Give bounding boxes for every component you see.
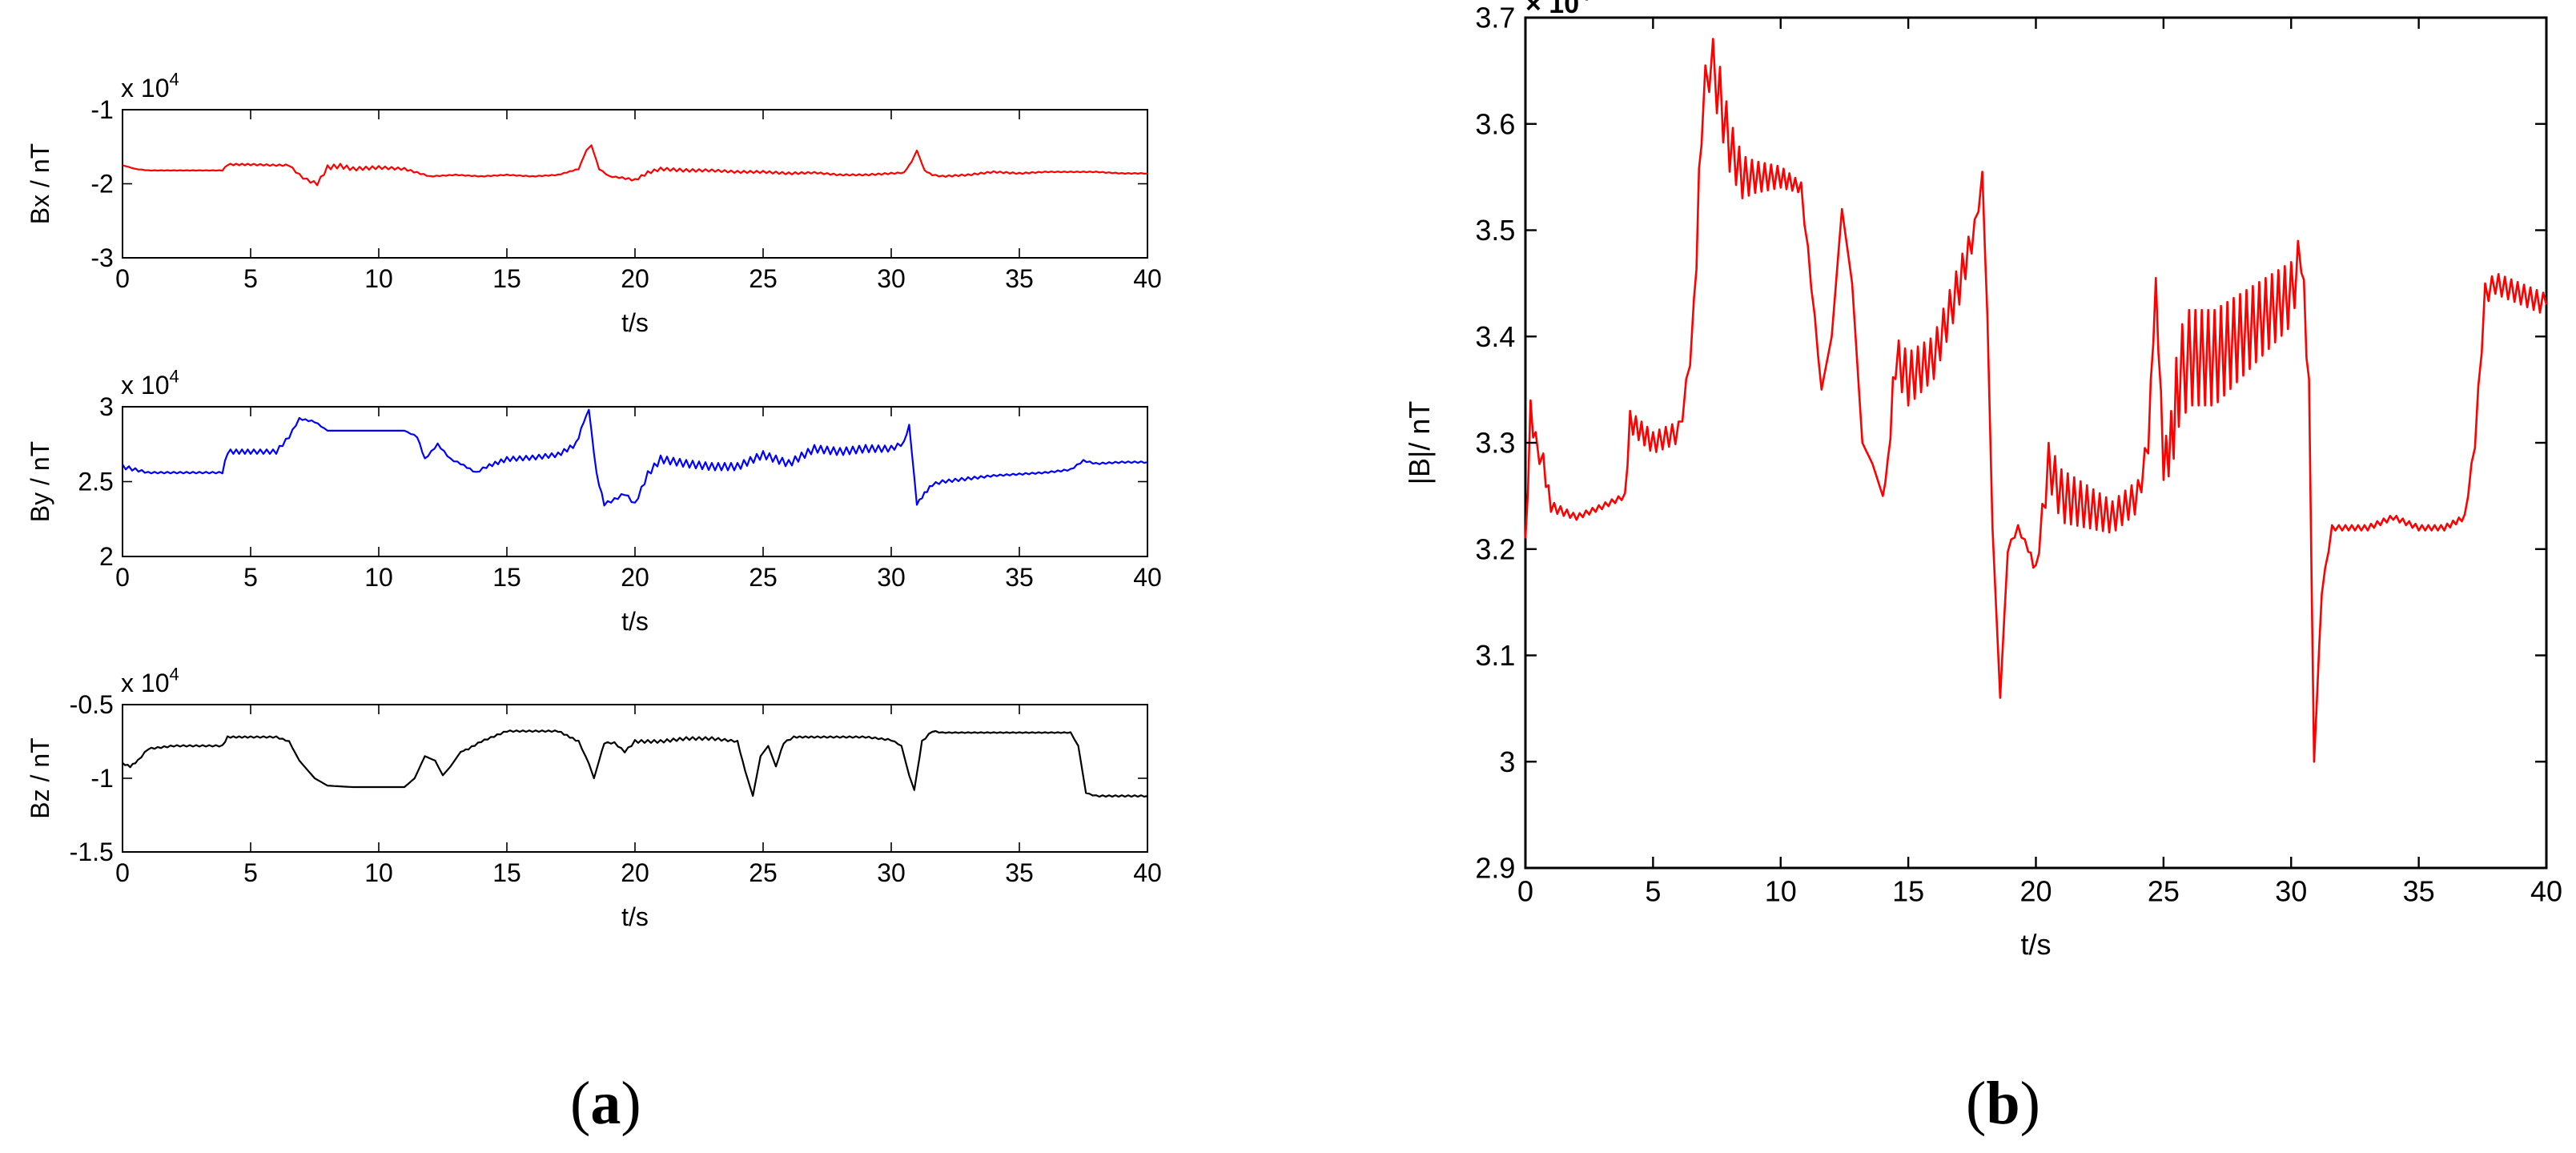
x-tick-label-bz: 25	[749, 858, 778, 887]
plot-frame-bmag	[1524, 16, 2548, 870]
panel-label-b: (b)	[1966, 1070, 2040, 1137]
y-tick-label-by: 2.5	[78, 468, 113, 496]
x-tick-label-bmag: 5	[1645, 874, 1661, 907]
x-tick-label-bz: 0	[115, 858, 130, 887]
axis-multiplier-bmag: × 104	[1525, 0, 1590, 19]
plot-frame-by	[122, 406, 1148, 557]
series-line-bz	[122, 729, 1148, 798]
chart-bmag: 0 5 10 15 20 25 30 35 40 2.9 3 3.1 3.2 3.3 3.4 3.5 3.6 3.…	[1403, 0, 2562, 961]
x-tick-label-bmag: 10	[1765, 874, 1797, 907]
y-axis-label-bmag: |B|/ nT	[1403, 401, 1436, 485]
y-axis-label-bx: Bx / nT	[26, 143, 54, 224]
x-tick-label-bx: 10	[364, 264, 393, 293]
y-tick-label-bx: -1	[90, 95, 113, 124]
x-tick-label-by: 20	[621, 563, 649, 592]
x-tick-label-by: 0	[115, 563, 130, 592]
x-tick-label-by: 10	[364, 563, 393, 592]
x-tick-label-bmag: 15	[1892, 874, 1924, 907]
series-line-bmag	[1524, 38, 2548, 763]
y-tick-label-bmag: 3	[1499, 745, 1515, 778]
y-tick-label-bmag: 3.4	[1475, 320, 1515, 353]
x-tick-label-bz: 35	[1005, 858, 1034, 887]
panel-label-b-letter: b	[1986, 1070, 2020, 1137]
y-tick-label-bmag: 3.3	[1475, 427, 1515, 460]
x-tick-label-by: 40	[1133, 563, 1162, 592]
axis-multiplier-bz: x 104	[121, 665, 179, 697]
x-tick-label-bx: 40	[1133, 264, 1162, 293]
y-axis-label-bz: Bz / nT	[26, 737, 54, 818]
x-tick-label-bx: 15	[492, 264, 521, 293]
axis-multiplier-bx: x 104	[121, 70, 179, 102]
x-tick-label-bmag: 20	[2019, 874, 2052, 907]
x-axis-label-bx: t/s	[621, 308, 649, 337]
x-tick-label-bz: 15	[492, 858, 521, 887]
x-tick-label-bmag: 40	[2530, 874, 2562, 907]
chart-bx: 0 5 10 15 20 25 30 35 40 -3 -2 -1 t/s Bx / nT x 104	[26, 70, 1162, 337]
series-line-by	[122, 408, 1148, 507]
x-axis-label-by: t/s	[621, 607, 649, 636]
x-tick-label-bx: 5	[243, 264, 258, 293]
x-tick-label-bz: 40	[1133, 858, 1162, 887]
series-line-bx	[122, 144, 1148, 187]
y-axis-label-by: By / nT	[26, 441, 54, 522]
y-tick-label-bmag: 3.5	[1475, 214, 1515, 247]
y-tick-label-bx: -3	[90, 243, 113, 272]
x-tick-label-bx: 20	[621, 264, 649, 293]
y-tick-label-by: 3	[99, 392, 114, 421]
plot-frame-bz	[122, 704, 1148, 853]
x-tick-label-bmag: 25	[2148, 874, 2180, 907]
x-tick-label-bx: 30	[877, 264, 906, 293]
chart-by: 0 5 10 15 20 25 30 35 40 2 2.5 3 t/s By / nT x 104	[26, 367, 1162, 636]
y-tick-label-bmag: 3.1	[1475, 639, 1515, 672]
x-tick-label-by: 35	[1005, 563, 1034, 592]
x-tick-label-bx: 0	[115, 264, 130, 293]
x-tick-label-bmag: 30	[2275, 874, 2307, 907]
y-tick-label-bx: -2	[90, 170, 113, 199]
x-tick-label-bx: 25	[749, 264, 778, 293]
x-tick-label-bz: 10	[364, 858, 393, 887]
x-axis-label-bz: t/s	[621, 902, 649, 931]
x-tick-label-bx: 35	[1005, 264, 1034, 293]
x-tick-label-bmag: 35	[2403, 874, 2435, 907]
plot-frame-bx	[122, 109, 1148, 259]
x-tick-label-by: 30	[877, 563, 906, 592]
x-axis-label-bmag: t/s	[2020, 928, 2051, 961]
panel-label-a-letter: a	[590, 1070, 621, 1137]
y-tick-label-by: 2	[99, 542, 114, 571]
axis-multiplier-by: x 104	[121, 367, 179, 400]
x-tick-label-bz: 5	[243, 858, 258, 887]
y-tick-label-bz: -0.5	[70, 690, 114, 719]
chart-bz: 0 5 10 15 20 25 30 35 40 -1.5 -1 -0.5 t/s Bz / nT x 10…	[26, 665, 1162, 931]
y-tick-label-bz: -1.5	[70, 838, 114, 866]
x-tick-label-bz: 20	[621, 858, 649, 887]
y-tick-label-bmag: 3.6	[1475, 107, 1515, 140]
x-tick-label-bmag: 0	[1517, 874, 1533, 907]
x-tick-label-by: 25	[749, 563, 778, 592]
panel-label-a: (a)	[570, 1070, 641, 1137]
x-tick-label-bz: 30	[877, 858, 906, 887]
x-tick-label-by: 5	[243, 563, 258, 592]
y-tick-label-bmag: 3.2	[1475, 532, 1515, 565]
y-tick-label-bmag: 3.7	[1475, 2, 1515, 34]
x-tick-label-by: 15	[492, 563, 521, 592]
y-tick-label-bmag: 2.9	[1475, 852, 1515, 885]
y-tick-label-bz: -1	[90, 764, 113, 793]
